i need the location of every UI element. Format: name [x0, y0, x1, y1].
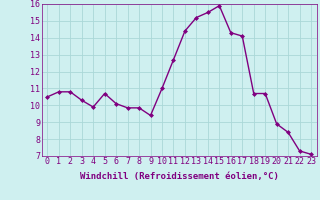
X-axis label: Windchill (Refroidissement éolien,°C): Windchill (Refroidissement éolien,°C) [80, 172, 279, 181]
